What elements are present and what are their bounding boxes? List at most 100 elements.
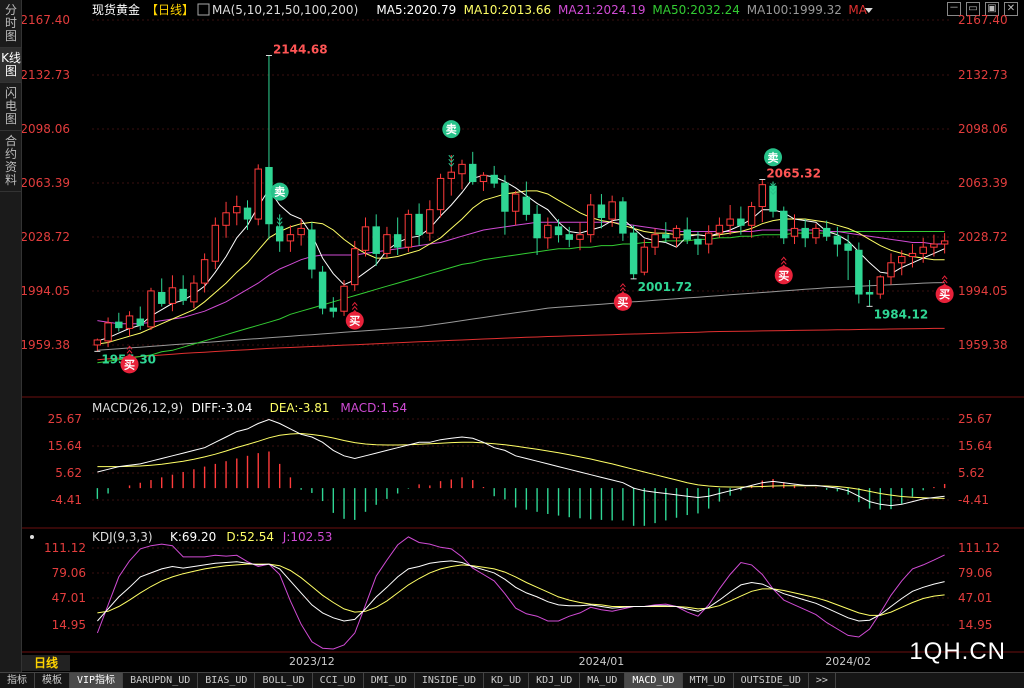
- kdj-tick-left: 79.06: [52, 566, 86, 580]
- candle-body: [297, 227, 305, 236]
- signal-label: 卖: [446, 122, 457, 136]
- indicator-tab--[interactable]: >>: [809, 673, 836, 688]
- ma50-line: [97, 231, 945, 364]
- price-chart[interactable]: 2167.40 2167.40 2132.73 2132.73 2098.06 2098.…: [22, 0, 1024, 672]
- candle-body: [157, 291, 166, 304]
- close-icon[interactable]: ✕: [1004, 2, 1018, 16]
- macd-tick-left: 5.62: [55, 466, 82, 480]
- signal-arrow: [770, 182, 776, 188]
- header-ma50: MA50:2032.24: [652, 3, 740, 17]
- candle-body: [812, 227, 820, 239]
- signal-dot: [442, 120, 461, 139]
- price-tick-left: 2028.72: [22, 230, 70, 244]
- price-tick-left: 2132.73: [22, 68, 70, 82]
- candle-body: [619, 201, 627, 234]
- candle-body: [318, 271, 327, 309]
- macd-header-macd: MACD:1.54: [340, 401, 407, 415]
- indicator-tab-bias-ud[interactable]: BIAS_UD: [198, 673, 256, 688]
- price-annotation: 1984.12: [874, 307, 929, 321]
- indicator-tab-mtm-ud[interactable]: MTM_UD: [683, 673, 734, 688]
- candle-body: [265, 166, 273, 225]
- signal-label: 买: [349, 315, 360, 328]
- price-tick-left: 1994.05: [22, 284, 70, 298]
- macd-tick-right: -4.41: [958, 493, 989, 507]
- candle-body: [522, 196, 531, 215]
- window-icon[interactable]: ▭: [966, 2, 980, 16]
- indicator-tab--[interactable]: 模板: [35, 673, 70, 688]
- ma200-line: [97, 327, 945, 361]
- macd-header-dea: DEA:-3.81: [270, 401, 330, 415]
- price-annotation: 2001.72: [638, 280, 693, 294]
- header-ma5: MA5:2020.79: [376, 3, 456, 17]
- kdj-tick-right: 111.12: [958, 541, 1000, 555]
- tab-view-2[interactable]: 闪电图: [0, 83, 22, 131]
- signal-label: 买: [939, 288, 950, 301]
- candle-body: [93, 339, 102, 346]
- signal-dot: [270, 182, 289, 201]
- candle-body: [308, 229, 316, 270]
- signal-dot: [345, 311, 364, 330]
- candle-body: [715, 224, 724, 234]
- maximize-icon[interactable]: ▣: [985, 2, 999, 16]
- candle-body: [747, 206, 756, 226]
- indicator-tab-outside-ud[interactable]: OUTSIDE_UD: [734, 673, 809, 688]
- watermark: 1QH.CN: [909, 638, 1006, 665]
- candle-body: [254, 168, 262, 220]
- indicator-tab-kdj-ud[interactable]: KDJ_UD: [529, 673, 581, 688]
- price-tick-left: 1959.38: [22, 338, 70, 352]
- left-view-tabs: 分时图 K线图 闪电图 合约资料: [0, 0, 22, 672]
- kdj-tick-left: 111.12: [44, 541, 86, 555]
- period-button[interactable]: 日线: [22, 655, 70, 671]
- buy-signal: 买: [935, 275, 954, 304]
- candle-body: [565, 234, 573, 240]
- date-label: 2023/12: [289, 655, 335, 668]
- macd-header-diff: DIFF:-3.04: [192, 401, 253, 415]
- indicator-tab--[interactable]: 指标: [0, 673, 35, 688]
- candle-body: [940, 240, 949, 245]
- candle-body: [608, 201, 616, 220]
- signal-arrow: [780, 260, 787, 265]
- candle-body: [822, 227, 831, 237]
- tab-view-1[interactable]: K线图: [0, 48, 22, 83]
- candle-body: [758, 184, 767, 208]
- candle-body: [651, 234, 659, 248]
- header-title: 现货黄金: [92, 2, 140, 17]
- signal-arrow: [126, 349, 133, 354]
- indicator-tab-cci-ud[interactable]: CCI_UD: [313, 673, 364, 688]
- candle-body: [115, 321, 123, 329]
- candle-body: [351, 248, 359, 286]
- indicator-tab-boll-ud[interactable]: BOLL_UD: [255, 673, 313, 688]
- indicator-tab-vip-[interactable]: VIP指标: [70, 673, 124, 688]
- candle-body: [833, 235, 842, 245]
- macd-tick-right: 25.67: [958, 412, 992, 426]
- signal-dot: [935, 285, 954, 304]
- signal-arrow: [448, 158, 455, 163]
- price-tick-left: 2167.40: [22, 13, 70, 27]
- candle-body: [662, 234, 670, 239]
- candle-body: [329, 307, 338, 312]
- ma-dropdown-icon: [864, 8, 873, 13]
- indicator-tab-ma-ud[interactable]: MA_UD: [580, 673, 626, 688]
- indicator-tab-macd-ud[interactable]: MACD_UD: [625, 673, 683, 688]
- tab-view-0[interactable]: 分时图: [0, 0, 22, 48]
- signal-arrow: [941, 275, 948, 280]
- price-annotation: 2065.32: [766, 166, 821, 180]
- indicator-tab-dmi-ud[interactable]: DMI_UD: [364, 673, 415, 688]
- signal-label: 买: [124, 358, 135, 371]
- price-tick-right: 2167.40: [958, 13, 1008, 27]
- header-ma10: MA10:2013.66: [464, 3, 551, 17]
- signal-label: 买: [778, 269, 789, 282]
- candle-body: [694, 238, 702, 245]
- tab-view-3[interactable]: 合约资料: [0, 131, 22, 192]
- minimize-icon[interactable]: －: [947, 2, 961, 16]
- indicator-tab-kd-ud[interactable]: KD_UD: [484, 673, 530, 688]
- candle-body: [168, 287, 177, 304]
- indicator-tab-barupdn-ud[interactable]: BARUPDN_UD: [123, 673, 199, 688]
- signal-arrow: [351, 305, 358, 310]
- date-label: 2024/02: [825, 655, 871, 668]
- kdj-tick-left: 14.95: [52, 618, 86, 632]
- ma5-line: [97, 174, 945, 342]
- kdj-tick-right: 47.01: [958, 591, 992, 605]
- candle-body: [243, 207, 252, 220]
- indicator-tab-inside-ud[interactable]: INSIDE_UD: [415, 673, 485, 688]
